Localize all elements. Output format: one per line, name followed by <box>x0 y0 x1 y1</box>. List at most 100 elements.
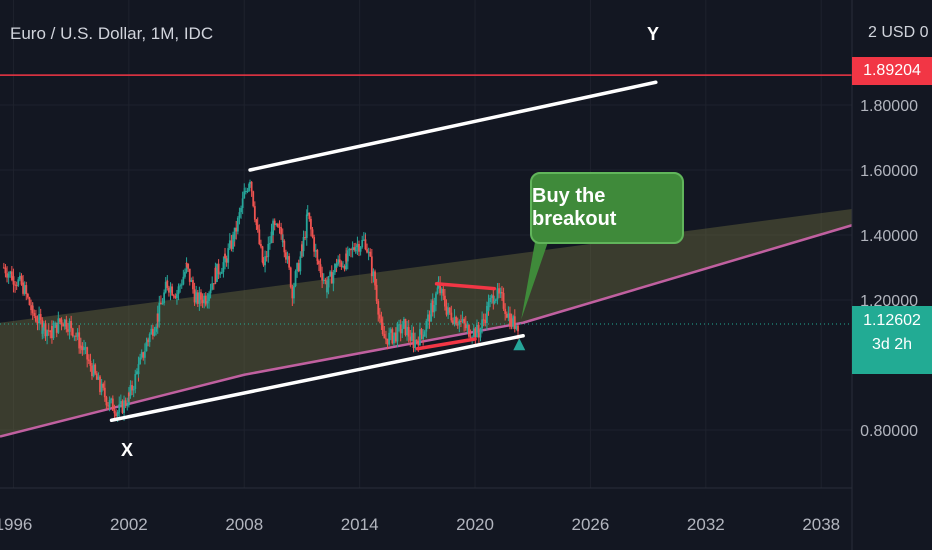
candle-body <box>163 292 166 304</box>
candle-body <box>25 285 28 294</box>
candle-body <box>272 220 275 236</box>
candle-body <box>351 247 354 251</box>
candle-body <box>504 308 507 314</box>
candle-body <box>220 271 223 274</box>
candle-body <box>409 336 412 341</box>
candle-body <box>334 263 336 273</box>
candle-body <box>156 313 159 322</box>
candle-body <box>324 279 327 281</box>
x-tick-label: 2038 <box>802 515 840 534</box>
currency-selector[interactable]: 2 USD 0 <box>868 24 929 41</box>
x-tick-label: 1996 <box>0 515 32 534</box>
candle-body <box>380 318 383 323</box>
candle-body <box>419 329 421 346</box>
candle-body <box>321 273 324 281</box>
candle-body <box>280 227 283 235</box>
candle-body <box>110 398 113 401</box>
trend-line-recent-low <box>415 337 477 351</box>
candle-body <box>296 263 299 272</box>
candle-body <box>10 271 13 280</box>
candle-body <box>332 272 335 284</box>
candle-body <box>464 323 467 329</box>
candle-body <box>224 253 226 259</box>
candle-body <box>466 324 469 326</box>
candle-body <box>285 252 287 260</box>
candle-body <box>127 392 130 397</box>
candle-body <box>448 307 451 313</box>
candle-body <box>420 329 423 335</box>
candle-body <box>479 328 482 338</box>
candle-body <box>206 301 209 304</box>
candle-body <box>168 287 170 293</box>
candle-body <box>36 321 39 324</box>
x-tick-label: 2014 <box>341 515 379 534</box>
candles <box>2 179 519 422</box>
candle-body <box>311 229 314 238</box>
candle-body <box>140 352 143 358</box>
candle-body <box>318 260 320 265</box>
candle-body <box>137 364 140 375</box>
candle-body <box>386 338 389 345</box>
candle-body <box>310 218 312 230</box>
candle-body <box>89 360 92 366</box>
candle-body <box>369 251 372 257</box>
chart-title: Euro / U.S. Dollar, 1M, IDC <box>10 24 214 43</box>
candle-body <box>268 243 271 245</box>
candle-body <box>148 334 151 343</box>
candle-body <box>204 303 207 305</box>
candle-body <box>172 295 175 297</box>
candle-body <box>171 286 174 296</box>
candle-body <box>99 376 101 390</box>
candle-body <box>73 335 76 337</box>
candle-body <box>326 287 328 293</box>
candle-body <box>244 191 247 193</box>
y-tick-label: 1.20000 <box>860 293 918 310</box>
candle-body <box>288 256 291 268</box>
candle-body <box>442 289 445 296</box>
candle-body <box>502 292 505 309</box>
candle-body <box>350 248 352 251</box>
candle-body <box>126 405 129 407</box>
candle-body <box>481 319 483 329</box>
candle-body <box>228 240 231 249</box>
candle-body <box>20 275 23 285</box>
y-tick-label: 1.40000 <box>860 228 918 245</box>
candle-body <box>372 271 375 277</box>
candle-body <box>211 283 214 290</box>
candle-body <box>118 404 121 411</box>
candle-body <box>190 280 193 282</box>
candle-body <box>289 267 292 288</box>
candle-body <box>487 302 490 311</box>
grid-lines <box>0 0 852 488</box>
candle-body <box>166 280 169 288</box>
candle-body <box>225 258 228 263</box>
candle-body <box>270 231 273 244</box>
candle-body <box>430 303 433 322</box>
candle-body <box>273 220 276 225</box>
x-tick-label: 2026 <box>572 515 610 534</box>
candle-body <box>43 323 45 331</box>
candle-body <box>62 323 65 327</box>
trend-line-lower <box>109 334 525 422</box>
candle-body <box>389 329 392 333</box>
candle-body <box>102 383 105 388</box>
candle-body <box>108 400 111 407</box>
candle-body <box>23 285 26 294</box>
candle-body <box>353 247 356 250</box>
candle-body <box>431 300 434 313</box>
candle-body <box>278 226 281 228</box>
candle-body <box>265 256 268 258</box>
candle-body <box>447 307 450 314</box>
candle-body <box>415 339 418 342</box>
candle-body <box>460 320 462 322</box>
candle-body <box>33 313 36 316</box>
candle-body <box>306 212 309 215</box>
candle-body <box>260 244 262 247</box>
candle-body <box>63 319 66 327</box>
current-price: 1.12602 <box>863 312 921 329</box>
candle-body <box>17 279 20 286</box>
candle-body <box>343 266 346 270</box>
candle-body <box>188 268 191 282</box>
